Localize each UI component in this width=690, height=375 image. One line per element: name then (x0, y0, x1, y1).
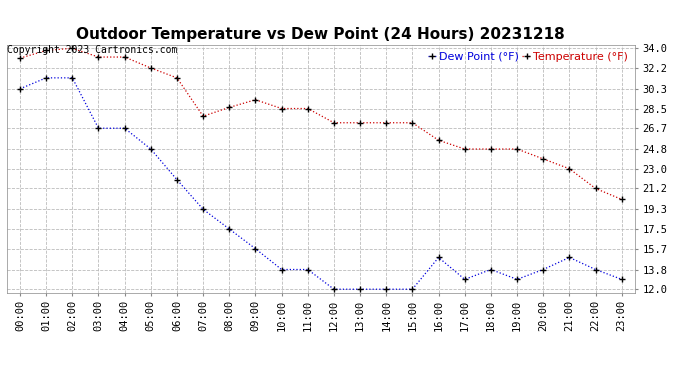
Temperature (°F) (539, 267, 547, 272)
Temperature (°F) (513, 277, 521, 282)
Dew Point (°F) (539, 157, 547, 161)
Dew Point (°F) (513, 147, 521, 151)
Temperature (°F) (68, 76, 77, 80)
Dew Point (°F) (121, 55, 129, 59)
Temperature (°F) (121, 126, 129, 130)
Dew Point (°F) (68, 46, 77, 51)
Dew Point (°F) (435, 138, 443, 142)
Temperature (°F) (172, 177, 181, 182)
Text: Copyright 2023 Cartronics.com: Copyright 2023 Cartronics.com (7, 45, 177, 55)
Dew Point (°F) (461, 147, 469, 151)
Dew Point (°F) (565, 166, 573, 171)
Dew Point (°F) (330, 120, 338, 125)
Temperature (°F) (618, 277, 626, 282)
Temperature (°F) (461, 277, 469, 282)
Dew Point (°F) (42, 48, 50, 53)
Temperature (°F) (16, 87, 24, 91)
Temperature (°F) (304, 267, 312, 272)
Dew Point (°F) (16, 56, 24, 60)
Temperature (°F) (330, 287, 338, 291)
Temperature (°F) (591, 267, 600, 272)
Temperature (°F) (486, 267, 495, 272)
Dew Point (°F) (199, 114, 207, 118)
Temperature (°F) (408, 287, 417, 291)
Dew Point (°F) (172, 76, 181, 80)
Dew Point (°F) (147, 66, 155, 70)
Temperature (°F) (42, 76, 50, 80)
Legend: Dew Point (°F), Temperature (°F): Dew Point (°F), Temperature (°F) (426, 51, 629, 63)
Dew Point (°F) (382, 120, 391, 125)
Temperature (°F) (277, 267, 286, 272)
Temperature (°F) (356, 287, 364, 291)
Dew Point (°F) (591, 186, 600, 191)
Temperature (°F) (199, 207, 207, 212)
Temperature (°F) (225, 227, 233, 231)
Dew Point (°F) (277, 106, 286, 111)
Temperature (°F) (382, 287, 391, 291)
Temperature (°F) (565, 255, 573, 260)
Temperature (°F) (95, 126, 103, 130)
Temperature (°F) (435, 255, 443, 260)
Dew Point (°F) (486, 147, 495, 151)
Dew Point (°F) (95, 55, 103, 59)
Temperature (°F) (251, 246, 259, 251)
Line: Temperature (°F): Temperature (°F) (17, 75, 624, 292)
Temperature (°F) (147, 147, 155, 151)
Line: Dew Point (°F): Dew Point (°F) (17, 45, 624, 202)
Dew Point (°F) (356, 120, 364, 125)
Dew Point (°F) (251, 98, 259, 102)
Dew Point (°F) (304, 106, 312, 111)
Title: Outdoor Temperature vs Dew Point (24 Hours) 20231218: Outdoor Temperature vs Dew Point (24 Hou… (77, 27, 565, 42)
Dew Point (°F) (408, 120, 417, 125)
Dew Point (°F) (225, 105, 233, 110)
Dew Point (°F) (618, 197, 626, 202)
